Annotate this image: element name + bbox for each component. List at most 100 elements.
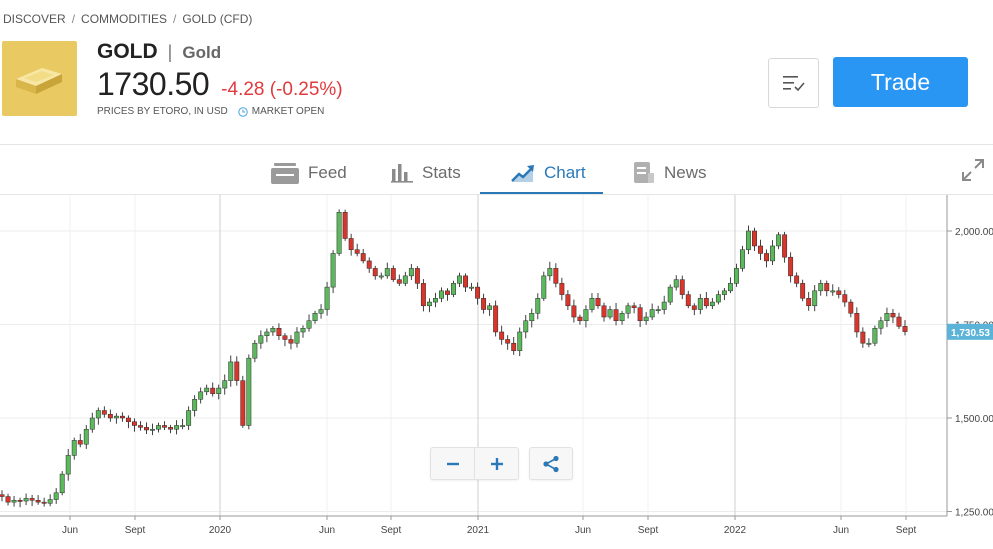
candle-up (198, 391, 204, 400)
candle-up (583, 309, 589, 322)
candle-down (372, 268, 378, 277)
candle-up (11, 500, 17, 503)
candle-down (824, 283, 830, 292)
candle-up (180, 425, 186, 427)
candle-up (607, 309, 613, 318)
candle-down (848, 301, 854, 314)
candle-up (47, 499, 53, 504)
candle-up (673, 279, 679, 288)
candle-up (23, 498, 29, 502)
candle-up (174, 425, 180, 430)
candle-down (782, 234, 788, 258)
candle-up (721, 290, 727, 295)
tab-feed[interactable]: Feed (271, 152, 347, 194)
candle-up (89, 417, 95, 430)
candle-down (679, 279, 685, 295)
candle-up (487, 305, 493, 310)
candle-up (222, 380, 228, 389)
candle-up (776, 234, 782, 247)
candle-down (752, 230, 757, 247)
candle-down (240, 380, 246, 426)
candle-down (210, 387, 216, 394)
candle-up (426, 301, 432, 307)
breadcrumb-discover[interactable]: DISCOVER (3, 12, 66, 26)
candle-down (5, 496, 11, 503)
title-divider: | (167, 42, 173, 62)
x-tick-label: Sept (896, 525, 917, 536)
candle-down (631, 305, 637, 308)
tab-stats-label: Stats (422, 163, 461, 182)
tab-chart[interactable]: Chart (511, 152, 586, 194)
candle-down (342, 212, 348, 239)
tab-news[interactable]: News (633, 152, 707, 194)
candle-up (872, 327, 878, 344)
candle-up (228, 361, 234, 381)
zoom-out-button[interactable] (431, 448, 474, 479)
candle-up (746, 230, 751, 250)
candle-up (318, 309, 324, 314)
minus-icon (446, 462, 459, 465)
x-tick-label: 2020 (209, 525, 232, 536)
candle-up (589, 298, 595, 310)
candle-up (65, 455, 71, 475)
trade-button[interactable]: Trade (833, 57, 968, 107)
candle-down (691, 305, 697, 310)
candle-up (150, 428, 155, 431)
candle-down (390, 268, 396, 280)
candle-up (523, 320, 529, 333)
y-tick-label: 2,000.00 (955, 227, 993, 238)
candle-up (547, 268, 553, 277)
candle-down (758, 245, 763, 254)
candle-up (697, 298, 703, 310)
candle-down (41, 501, 47, 504)
candle-up (884, 313, 890, 322)
candle-up (661, 301, 667, 310)
candle-down (0, 494, 5, 497)
candle-up (336, 212, 342, 254)
zoom-in-button[interactable] (475, 448, 518, 479)
candle-up (667, 286, 673, 303)
clock-icon (238, 106, 248, 117)
market-status: MARKET OPEN (251, 106, 325, 117)
zoom-divider (474, 448, 475, 479)
last-price-tag (947, 323, 993, 340)
price-chart[interactable]: 2,000.001,750.001,500.001,250.00JunSept2… (0, 195, 993, 549)
candle-down (234, 361, 240, 381)
candle-up (306, 320, 312, 329)
candle-up (655, 309, 661, 311)
candle-down (553, 268, 559, 284)
candle-down (499, 331, 505, 340)
candle-down (854, 313, 860, 333)
tab-chart-label: Chart (544, 163, 586, 182)
price-source: PRICES BY ETORO, IN USD (97, 106, 228, 117)
share-button[interactable] (529, 447, 573, 480)
tab-news-label: News (664, 163, 707, 182)
candle-up (264, 331, 270, 336)
candle-up (812, 290, 818, 307)
x-tick-label: Jun (319, 525, 335, 536)
candle-up (866, 342, 872, 345)
candle-up (204, 387, 210, 393)
candle-up (457, 275, 462, 284)
candle-up (216, 387, 222, 394)
candle-down (565, 294, 571, 307)
breadcrumb-commodities[interactable]: COMMODITIES (81, 12, 168, 26)
x-tick-label: Sept (125, 525, 146, 536)
tabs-divider-bottom (0, 194, 993, 195)
expand-icon[interactable] (961, 158, 985, 182)
candle-down (764, 253, 769, 262)
watchlist-button[interactable] (768, 58, 819, 108)
x-tick-label: 2022 (724, 525, 747, 536)
candle-down (505, 339, 511, 344)
candle-up (59, 473, 65, 494)
candle-down (463, 275, 468, 288)
candle-down (571, 305, 577, 318)
candle-down (162, 425, 167, 428)
tab-stats[interactable]: Stats (391, 152, 461, 194)
candle-down (794, 275, 800, 284)
news-icon (634, 162, 654, 183)
candle-up (270, 327, 276, 333)
candle-down (119, 415, 125, 419)
candle-down (685, 294, 691, 307)
chart-canvas[interactable]: 2,000.001,750.001,500.001,250.00JunSept2… (0, 195, 993, 549)
